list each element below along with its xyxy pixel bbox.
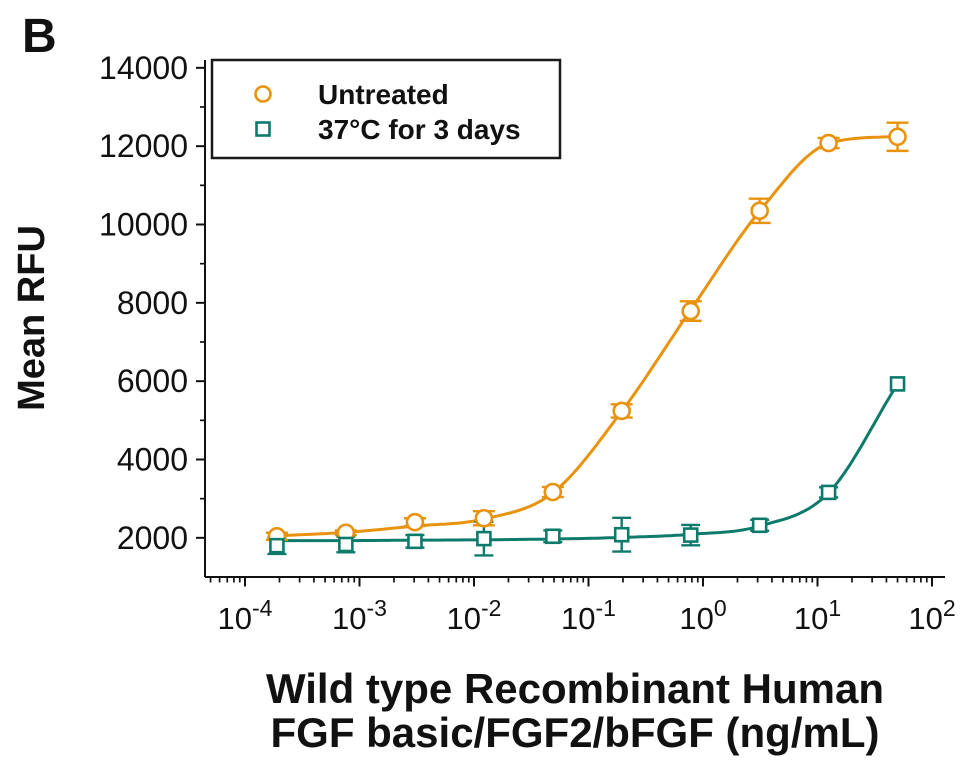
untreated-point: [819, 133, 838, 153]
legend: Untreated 37°C for 3 days: [210, 58, 562, 160]
y-tick-label: 2000: [117, 520, 188, 556]
legend-label-treated: 37°C for 3 days: [318, 114, 521, 145]
markers-untreated: [267, 127, 907, 546]
x-tick-label: 10-4: [218, 595, 273, 636]
treated-point: [545, 528, 561, 545]
legend-label-untreated: Untreated: [318, 79, 449, 110]
x-tick-label: 102: [908, 595, 955, 636]
x-tick-label: 10-3: [332, 595, 387, 636]
y-tick-label: 12000: [99, 128, 188, 164]
y-tick-label: 14000: [99, 50, 188, 86]
treated-point: [407, 533, 423, 550]
treated-point: [682, 527, 699, 543]
x-tick-label: 10-1: [561, 595, 616, 636]
markers-treated: [269, 376, 906, 554]
error-bars-untreated: [265, 121, 909, 541]
treated-point: [476, 530, 492, 547]
treated-point: [820, 484, 837, 501]
untreated-point: [750, 201, 769, 221]
y-tick-label: 6000: [117, 363, 188, 399]
y-tick-label: 4000: [117, 442, 188, 478]
legend-marker-untreated-icon: [254, 85, 272, 103]
untreated-point: [612, 401, 632, 421]
untreated-point: [405, 512, 425, 532]
treated-point: [613, 526, 630, 543]
untreated-point: [474, 508, 494, 528]
y-axis-title: Mean RFU: [11, 225, 53, 411]
treated-point: [889, 376, 906, 392]
y-tick-label: 10000: [99, 207, 188, 243]
x-axis-ticks: 10-4 10-3 10-2 10-1 100 101 102: [209, 577, 956, 636]
legend-box: [210, 58, 562, 160]
untreated-point: [888, 127, 907, 147]
treated-point: [338, 536, 354, 553]
treated-point: [269, 537, 285, 554]
fit-curve-untreated: [275, 134, 899, 538]
y-axis-ticks: 2000 4000 6000 8000 10000 12000 14000: [99, 50, 205, 556]
treated-point: [751, 517, 768, 534]
untreated-point: [543, 482, 563, 502]
y-tick-label: 8000: [117, 285, 188, 321]
x-tick-label: 101: [794, 595, 841, 636]
legend-marker-treated-icon: [255, 121, 271, 137]
x-tick-label: 100: [679, 595, 726, 636]
x-tick-label: 10-2: [447, 595, 502, 636]
x-axis-title-line1: Wild type Recombinant Human: [266, 665, 884, 712]
panel-label: B: [22, 10, 57, 63]
untreated-point: [681, 301, 701, 321]
fit-curve-treated: [275, 382, 899, 543]
x-axis-title-line2: FGF basic/FGF2/bFGF (ng/mL): [271, 709, 880, 756]
